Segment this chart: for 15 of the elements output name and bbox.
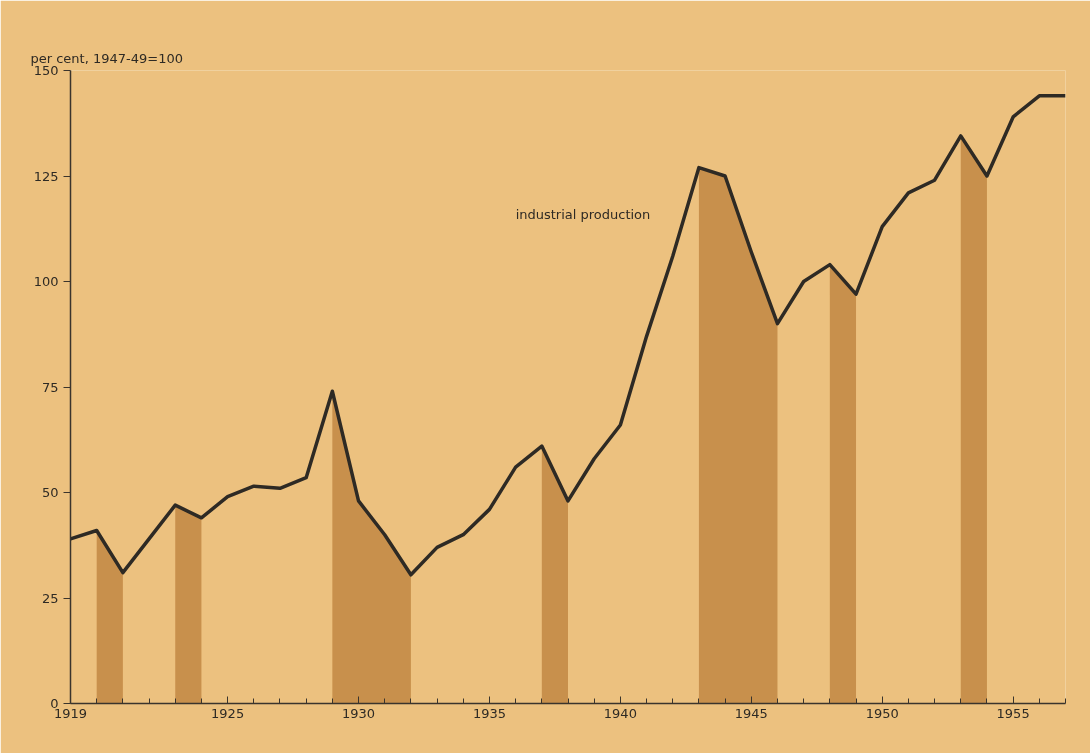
text: industrial production [515,207,651,223]
x-tick-label: 1940 [603,705,637,721]
x-tick-label: 1945 [734,705,768,721]
y-tick-label: 150 [33,63,59,78]
y-tick-label: 25 [41,590,59,606]
y-tick-label: 100 [33,274,59,289]
y-axis-title: per cent, 1947-49=100 [30,50,183,66]
y-tick-label: 125 [33,168,59,184]
x-tick-label: 1955 [996,705,1030,721]
y-tick-label: 75 [41,379,59,395]
x-tick-label: 1930 [341,705,376,721]
y-tick-label: 50 [41,485,59,500]
x-tick-label: 1950 [865,705,899,721]
x-tick-label: 1935 [472,705,506,721]
x-tick-label: 1925 [211,705,245,721]
